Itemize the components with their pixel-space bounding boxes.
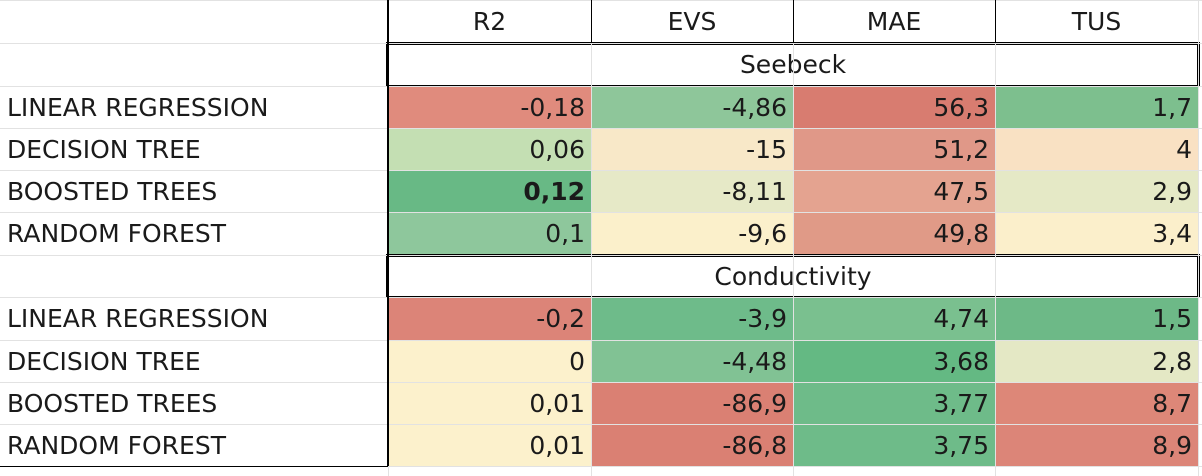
grid-col-line bbox=[1198, 0, 1199, 476]
grid-row-line bbox=[0, 424, 1202, 425]
value-cell-mae[interactable]: 3,75 bbox=[793, 424, 995, 466]
row-label-random-forest[interactable]: RANDOM FOREST bbox=[7, 430, 226, 460]
value-cell-mae[interactable]: 3,68 bbox=[793, 340, 995, 382]
value-cell-tus[interactable]: 3,4 bbox=[995, 212, 1198, 255]
value-cell-mae[interactable]: 4,74 bbox=[793, 297, 995, 340]
section-label-cell[interactable] bbox=[0, 43, 388, 86]
row-label-linear-regression[interactable]: LINEAR REGRESSION bbox=[7, 304, 269, 333]
grid-col-line bbox=[995, 0, 996, 476]
column-header-tus[interactable]: TUS bbox=[1071, 7, 1122, 36]
value-cell-mae[interactable]: 49,8 bbox=[793, 212, 995, 255]
grid-row-line bbox=[0, 86, 1202, 87]
column-header-r2[interactable]: R2 bbox=[472, 7, 507, 36]
value-cell-r2[interactable]: 0 bbox=[388, 340, 591, 382]
value-cell-tus[interactable]: 1,7 bbox=[995, 86, 1198, 128]
value-cell-evs[interactable]: -9,6 bbox=[591, 212, 793, 255]
value-cell-evs[interactable]: -86,9 bbox=[591, 382, 793, 424]
grid-row-line bbox=[0, 466, 1202, 467]
value-cell-evs[interactable]: -4,48 bbox=[591, 340, 793, 382]
row-label-decision-tree[interactable]: DECISION TREE bbox=[7, 134, 201, 164]
value-cell-r2[interactable]: 0,01 bbox=[388, 424, 591, 466]
column-header-evs[interactable]: EVS bbox=[667, 7, 717, 36]
value-cell-r2[interactable]: -0,18 bbox=[388, 86, 591, 128]
grid-row-line bbox=[0, 43, 1202, 44]
value-cell-evs[interactable]: -4,86 bbox=[591, 86, 793, 128]
value-cell-r2[interactable]: 0,06 bbox=[388, 128, 591, 170]
grid-row-line bbox=[0, 340, 1202, 341]
section-title-seebeck[interactable]: Seebeck bbox=[739, 50, 847, 79]
value-cell-evs[interactable]: -3,9 bbox=[591, 297, 793, 340]
grid-row-line bbox=[0, 170, 1202, 171]
label-column-edge bbox=[387, 0, 389, 466]
corner-cell[interactable] bbox=[0, 0, 388, 43]
value-cell-evs[interactable]: -8,11 bbox=[591, 170, 793, 212]
value-cell-r2[interactable]: 0,12 bbox=[388, 170, 591, 212]
row-label-linear-regression[interactable]: LINEAR REGRESSION bbox=[7, 92, 269, 122]
value-cell-tus[interactable]: 8,9 bbox=[995, 424, 1198, 466]
row-label-boosted-trees[interactable]: BOOSTED TREES bbox=[7, 388, 218, 418]
value-cell-mae[interactable]: 56,3 bbox=[793, 86, 995, 128]
row-label-decision-tree[interactable]: DECISION TREE bbox=[7, 346, 201, 376]
grid-col-line bbox=[793, 0, 794, 476]
value-cell-mae[interactable]: 47,5 bbox=[793, 170, 995, 212]
grid-row-line bbox=[0, 297, 1202, 298]
value-cell-tus[interactable]: 1,5 bbox=[995, 297, 1198, 340]
grid-row-line bbox=[0, 0, 1202, 1]
value-cell-tus[interactable]: 4 bbox=[995, 128, 1198, 170]
section-label-cell[interactable] bbox=[0, 255, 388, 297]
column-header-mae[interactable]: MAE bbox=[866, 7, 922, 36]
header-separator bbox=[995, 0, 996, 43]
grid-row-line bbox=[0, 128, 1202, 129]
grid-row-line bbox=[0, 212, 1202, 213]
value-cell-tus[interactable]: 8,7 bbox=[995, 382, 1198, 424]
grid-col-line bbox=[591, 0, 592, 476]
row-label-random-forest[interactable]: RANDOM FOREST bbox=[7, 219, 226, 248]
header-separator bbox=[591, 0, 592, 43]
value-cell-evs[interactable]: -15 bbox=[591, 128, 793, 170]
value-cell-tus[interactable]: 2,9 bbox=[995, 170, 1198, 212]
label-bottom-edge bbox=[0, 466, 388, 467]
row-label-boosted-trees[interactable]: BOOSTED TREES bbox=[7, 176, 218, 206]
value-cell-evs[interactable]: -86,8 bbox=[591, 424, 793, 466]
grid-row-line bbox=[0, 255, 1202, 256]
value-cell-mae[interactable]: 3,77 bbox=[793, 382, 995, 424]
value-cell-r2[interactable]: 0,1 bbox=[388, 212, 591, 255]
header-separator bbox=[793, 0, 794, 43]
value-cell-mae[interactable]: 51,2 bbox=[793, 128, 995, 170]
value-cell-tus[interactable]: 2,8 bbox=[995, 340, 1198, 382]
value-cell-r2[interactable]: -0,2 bbox=[388, 297, 591, 340]
value-cell-r2[interactable]: 0,01 bbox=[388, 382, 591, 424]
grid-row-line bbox=[0, 382, 1202, 383]
